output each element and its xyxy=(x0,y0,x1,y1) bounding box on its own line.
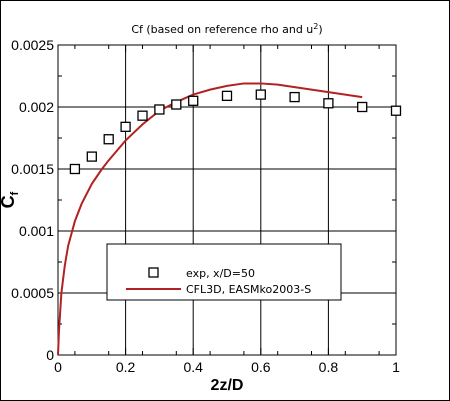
y-tick-label: 0.0025 xyxy=(11,37,54,53)
y-tick-label: 0.002 xyxy=(19,99,54,115)
y-tick-label: 0.0005 xyxy=(11,285,54,301)
exp-data-point xyxy=(137,110,148,121)
x-axis-label: 2z/D xyxy=(211,377,244,394)
exp-data-point xyxy=(69,163,81,175)
legend-marker-exp xyxy=(148,267,159,278)
exp-data-point xyxy=(323,98,334,109)
exp-data-point xyxy=(86,151,97,162)
legend-box xyxy=(106,243,342,301)
exp-data-point xyxy=(221,90,233,101)
x-tick-label: 0.8 xyxy=(319,359,339,375)
legend: exp, x/D=50 CFL3D, EASMko2003-S xyxy=(106,243,342,301)
series-layer xyxy=(57,82,402,356)
cfl3d-line xyxy=(57,82,363,356)
x-tick-label: 0.6 xyxy=(251,359,271,375)
x-tick-label: 0.4 xyxy=(183,359,203,375)
x-tick-label: 0 xyxy=(54,359,62,375)
exp-data-point xyxy=(103,134,114,145)
plot-area xyxy=(57,44,397,356)
exp-data-point xyxy=(120,121,131,132)
x-tick-label: 1 xyxy=(392,359,400,375)
chart-title: Cf (based on reference rho and u2) xyxy=(131,22,322,36)
y-tick-label: 0.0015 xyxy=(11,161,54,177)
legend-label-cfl3d: CFL3D, EASMko2003-S xyxy=(186,283,311,296)
exp-data-point xyxy=(154,104,165,115)
exp-data-point xyxy=(188,95,199,106)
legend-label-exp: exp, x/D=50 xyxy=(186,267,255,280)
tick-labels: 0 0.2 0.4 0.6 0.8 1 0 0.0005 0.001 0.0015 0.002 0.0… xyxy=(11,37,400,375)
exp-data-point xyxy=(390,105,402,116)
exp-data-point xyxy=(289,91,300,103)
y-axis-label: Cf xyxy=(0,191,21,208)
x-tick-label: 0.2 xyxy=(116,359,136,375)
exp-data-point xyxy=(357,101,368,113)
exp-data-point xyxy=(171,99,182,110)
y-tick-label: 0 xyxy=(46,347,54,363)
exp-data-point xyxy=(255,89,266,100)
y-tick-label: 0.001 xyxy=(19,223,54,239)
